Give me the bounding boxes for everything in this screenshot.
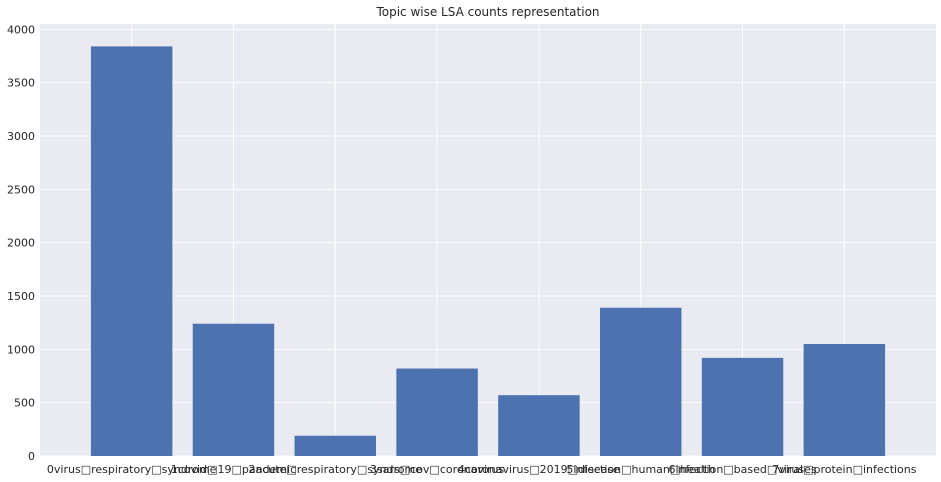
y-tick-label: 3500 xyxy=(7,77,35,90)
x-tick-label: 6infection□based□viruses xyxy=(669,463,817,476)
x-tick-label: 0virus□respiratory□syndrome xyxy=(47,463,217,476)
y-tick-label: 1000 xyxy=(7,343,35,356)
x-tick-label: 3sars□cov□coronavirus xyxy=(370,463,504,476)
y-tick-labels: 0 500 1000 1500 2000 2500 3000 3500 4000 xyxy=(7,23,35,463)
y-tick-label: 2500 xyxy=(7,183,35,196)
y-tick-label: 1500 xyxy=(7,290,35,303)
x-tick-label: 4coronavirus□2019□disease xyxy=(458,463,620,476)
x-tick-label: 7viral□protein□infections xyxy=(772,463,917,476)
chart-title: Topic wise LSA counts representation xyxy=(375,5,599,19)
bar-0 xyxy=(90,46,173,457)
y-tick-label: 0 xyxy=(28,450,35,463)
y-tick-label: 500 xyxy=(14,397,35,410)
bar-5 xyxy=(600,307,682,456)
y-tick-label: 2000 xyxy=(7,237,35,250)
bar-7 xyxy=(803,344,886,456)
bar-4 xyxy=(498,395,580,456)
plot-background xyxy=(40,24,936,456)
x-tick-label: 5infection□human□health xyxy=(566,463,715,476)
bar-1 xyxy=(192,323,275,456)
x-tick-label: 1covid□19□pandemic xyxy=(171,463,296,476)
grid-layer xyxy=(40,24,936,457)
bar-6 xyxy=(701,357,784,456)
bar-layer xyxy=(90,46,886,457)
x-tick-labels: 0virus□respiratory□syndrome1covid□19□pan… xyxy=(47,463,917,476)
bar-2 xyxy=(294,435,376,456)
x-tick-label: 2acute□respiratory□syndrome xyxy=(249,463,423,476)
bar-3 xyxy=(396,368,478,456)
y-tick-label: 4000 xyxy=(7,23,35,36)
y-tick-label: 3000 xyxy=(7,130,35,143)
